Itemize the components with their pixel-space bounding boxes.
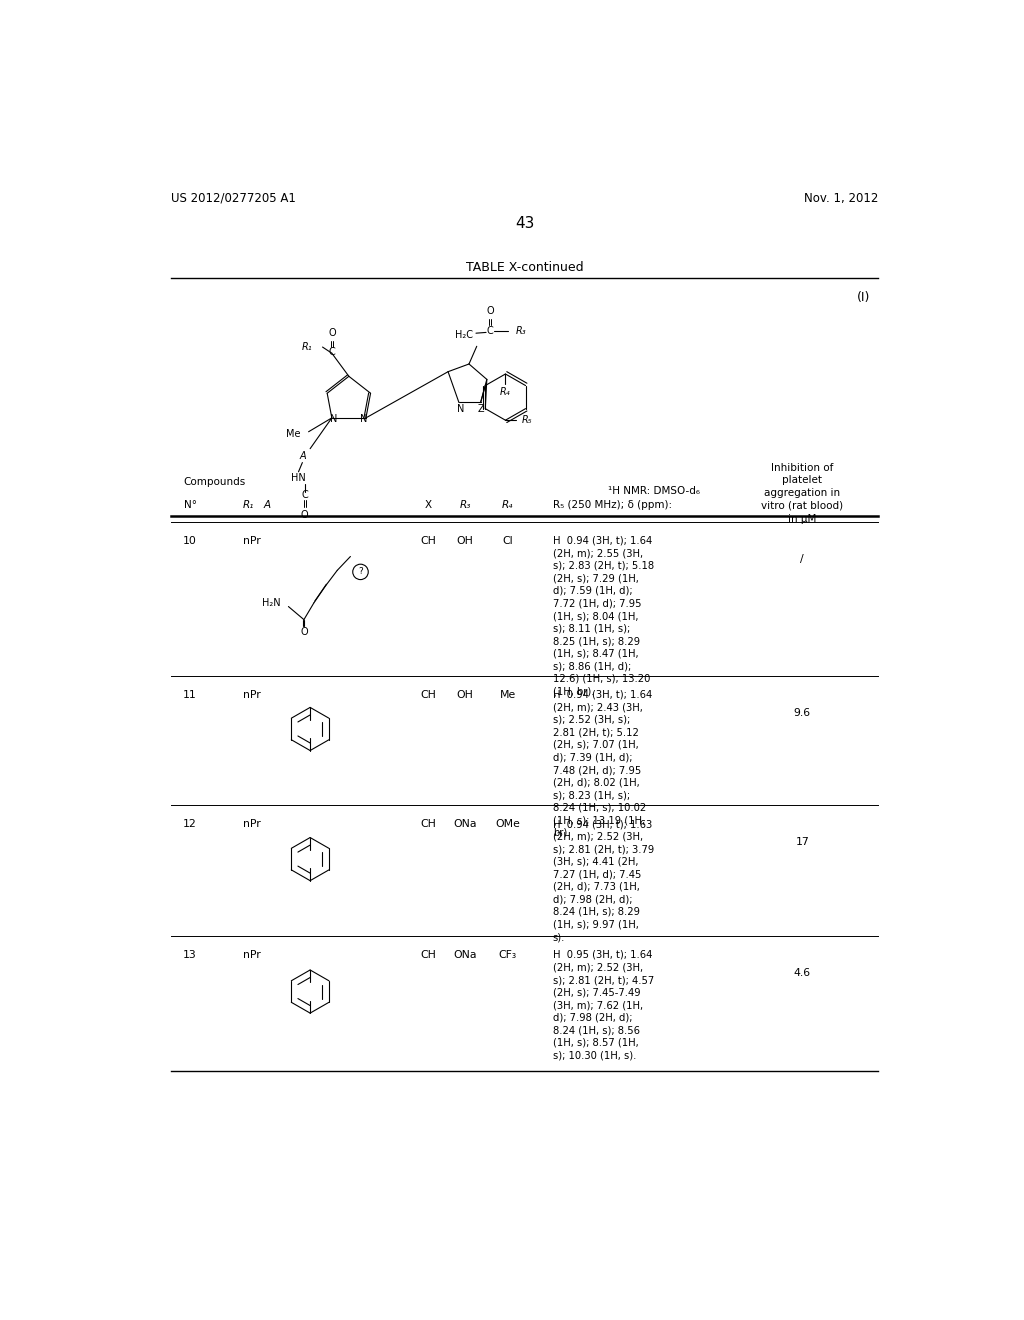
Text: /: / (801, 554, 804, 564)
Text: R₅ (250 MHz); δ (ppm):: R₅ (250 MHz); δ (ppm): (553, 500, 672, 510)
Text: nPr: nPr (243, 536, 260, 545)
Text: C: C (301, 490, 308, 500)
Text: N: N (457, 404, 464, 413)
Text: nPr: nPr (243, 818, 260, 829)
Text: N: N (331, 413, 338, 424)
Text: 4.6: 4.6 (794, 968, 811, 978)
Text: Inhibition of
platelet
aggregation in
vitro (rat blood)
in μM: Inhibition of platelet aggregation in vi… (761, 462, 844, 524)
Text: OH: OH (457, 536, 473, 545)
Text: Nov. 1, 2012: Nov. 1, 2012 (804, 191, 879, 205)
Text: 12: 12 (183, 818, 197, 829)
Text: CF₃: CF₃ (499, 950, 517, 960)
Text: H  0.94 (3H, t); 1.63
(2H, m); 2.52 (3H,
s); 2.81 (2H, t); 3.79
(3H, s); 4.41 (2: H 0.94 (3H, t); 1.63 (2H, m); 2.52 (3H, … (553, 818, 654, 942)
Text: H₂N: H₂N (262, 598, 281, 607)
Text: ONa: ONa (454, 818, 477, 829)
Text: 17: 17 (796, 837, 809, 847)
Text: H  0.94 (3H, t); 1.64
(2H, m); 2.43 (3H,
s); 2.52 (3H, s);
2.81 (2H, t); 5.12
(2: H 0.94 (3H, t); 1.64 (2H, m); 2.43 (3H, … (553, 689, 652, 838)
Text: O: O (486, 306, 494, 315)
Text: Z: Z (477, 404, 484, 413)
Text: TABLE X-continued: TABLE X-continued (466, 261, 584, 275)
Text: H  0.95 (3H, t); 1.64
(2H, m); 2.52 (3H,
s); 2.81 (2H, t); 4.57
(2H, s); 7.45-7.: H 0.95 (3H, t); 1.64 (2H, m); 2.52 (3H, … (553, 950, 654, 1060)
Text: Compounds: Compounds (183, 477, 246, 487)
Text: R₄: R₄ (502, 500, 513, 510)
Text: (I): (I) (856, 290, 869, 304)
Text: N: N (359, 413, 368, 424)
Text: R₃: R₃ (460, 500, 471, 510)
Text: O: O (301, 510, 308, 520)
Text: R₁: R₁ (243, 500, 254, 510)
Text: CH: CH (421, 818, 436, 829)
Text: CH: CH (421, 950, 436, 960)
Text: C: C (486, 326, 494, 335)
Text: A: A (263, 500, 270, 510)
Text: O: O (300, 627, 308, 638)
Text: nPr: nPr (243, 689, 260, 700)
Text: A: A (299, 451, 306, 462)
Text: CH: CH (421, 689, 436, 700)
Text: Cl: Cl (503, 536, 513, 545)
Text: 43: 43 (515, 216, 535, 231)
Text: nPr: nPr (243, 950, 260, 960)
Text: Me: Me (500, 689, 516, 700)
Text: H  0.94 (3H, t); 1.64
(2H, m); 2.55 (3H,
s); 2.83 (2H, t); 5.18
(2H, s); 7.29 (1: H 0.94 (3H, t); 1.64 (2H, m); 2.55 (3H, … (553, 536, 654, 697)
Text: US 2012/0277205 A1: US 2012/0277205 A1 (171, 191, 296, 205)
Text: ?: ? (358, 568, 362, 577)
Text: C: C (329, 347, 335, 356)
Text: ¹H NMR: DMSO-d₆: ¹H NMR: DMSO-d₆ (608, 486, 700, 496)
Text: HN: HN (291, 473, 306, 483)
Text: OMe: OMe (496, 818, 520, 829)
Text: X: X (425, 500, 432, 510)
Text: 13: 13 (183, 950, 197, 960)
Text: 10: 10 (183, 536, 197, 545)
Text: O: O (328, 329, 336, 338)
Text: ONa: ONa (454, 950, 477, 960)
Text: R₄: R₄ (500, 388, 511, 397)
Text: R₅: R₅ (521, 416, 532, 425)
Text: 11: 11 (183, 689, 197, 700)
Text: N°: N° (183, 500, 197, 510)
Text: H₂C: H₂C (455, 330, 472, 339)
Text: R₁: R₁ (302, 342, 312, 352)
Text: 9.6: 9.6 (794, 708, 811, 718)
Text: R₃: R₃ (515, 326, 526, 335)
Text: Me: Me (287, 429, 301, 440)
Text: OH: OH (457, 689, 473, 700)
Text: CH: CH (421, 536, 436, 545)
